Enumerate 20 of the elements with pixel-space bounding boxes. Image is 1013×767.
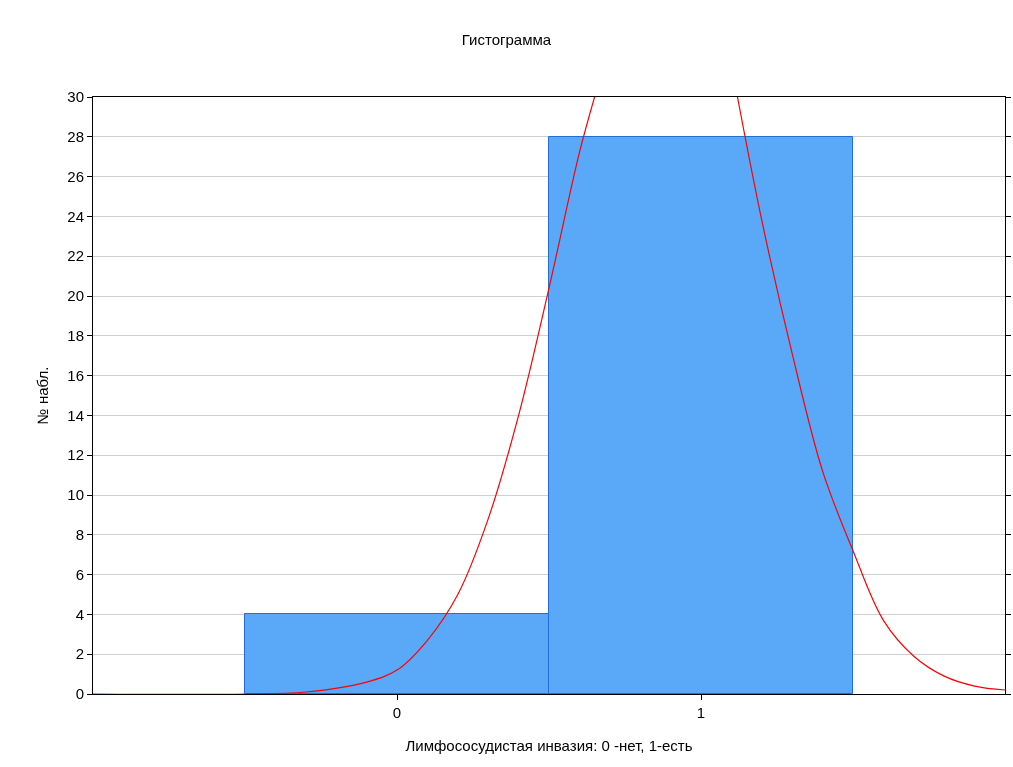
y-tick-label: 20 <box>67 287 84 305</box>
y-tick-label: 28 <box>67 128 84 146</box>
y-tick-label: 18 <box>67 327 84 345</box>
y-tick-label: 10 <box>67 486 84 504</box>
y-tick-label: 24 <box>67 207 84 225</box>
y-tick-label: 0 <box>75 685 84 703</box>
y-tick-label: 16 <box>67 366 84 384</box>
y-tick-label: 30 <box>67 88 84 106</box>
chart-title: Гистограмма <box>461 31 552 49</box>
y-tick-label: 6 <box>75 565 84 583</box>
y-tick-label: 12 <box>67 446 84 464</box>
y-tick-label: 22 <box>67 247 84 265</box>
y-tick-label: 4 <box>75 605 84 623</box>
x-axis-title: Лимфососудистая инвазия: 0 -нет, 1-есть <box>405 737 693 754</box>
y-tick-label: 2 <box>75 645 84 663</box>
y-tick-label: 26 <box>67 167 84 185</box>
y-axis-title: № набл. <box>33 366 51 425</box>
y-tick-label: 14 <box>67 406 84 424</box>
y-tick-label: 8 <box>75 526 84 544</box>
x-tick-label: 1 <box>696 704 706 721</box>
